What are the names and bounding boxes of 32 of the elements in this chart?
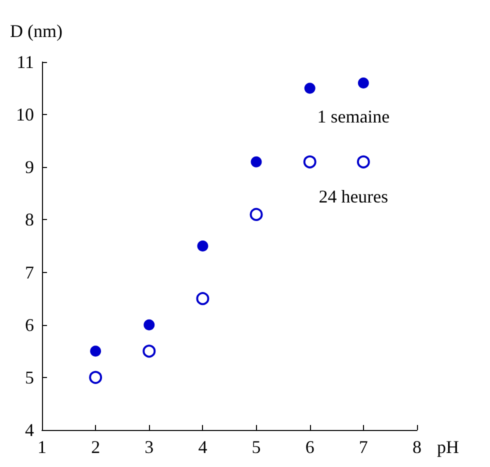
point [90,346,102,357]
x-tick-label: 2 [91,437,100,457]
y-tick-label: 8 [25,210,34,230]
x-tick-label: 5 [252,437,261,457]
y-tick-label: 9 [25,157,34,178]
x-tick-label: 6 [305,437,314,457]
y-tick-label: 6 [25,314,34,335]
y-tick-label: 5 [25,367,34,388]
y-axis-title: D (nm) [10,21,62,41]
y-tick-label: 7 [25,262,34,282]
point [144,319,155,330]
point [356,155,370,168]
point [303,155,316,168]
x-tick-label: 3 [144,437,154,457]
point [250,208,263,221]
series-label: 1 semaine [317,106,390,127]
y-tick-label: 11 [16,52,34,72]
x-tick-label: 1 [38,437,46,457]
point [304,82,316,94]
x-tick-label: 8 [412,437,422,457]
y-tick-label: 4 [25,420,34,440]
point [142,344,156,358]
point [197,240,208,252]
point [196,292,210,306]
point [250,156,262,168]
series-label: 24 heures [318,186,388,206]
x-axis-title: pH [437,437,459,457]
point [358,78,369,89]
point [89,370,102,384]
y-tick-label: 10 [16,104,34,125]
x-tick-label: 4 [198,437,208,457]
x-tick-label: 7 [358,437,368,457]
